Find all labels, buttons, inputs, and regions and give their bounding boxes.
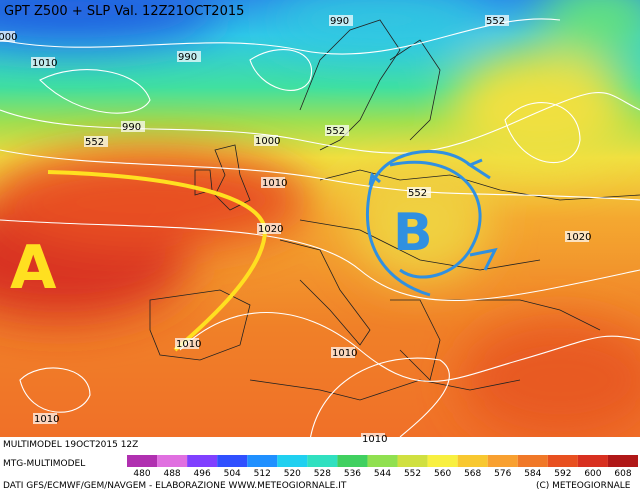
- isobar-label-bg: [31, 57, 55, 68]
- isobar-label-bg: [254, 135, 278, 146]
- colorbar-cell: [277, 455, 308, 467]
- isobar-label: 1020: [258, 224, 283, 235]
- colorbar-label: 536: [344, 469, 361, 479]
- colorbar-cell: [247, 455, 278, 467]
- isobar-label: 1000: [0, 32, 17, 43]
- isobar-label-bg: [485, 15, 509, 26]
- colorbar-cell: [367, 455, 398, 467]
- isobar-label-bg: [407, 187, 431, 198]
- colorbar-label: 608: [614, 469, 631, 479]
- run-label: MULTIMODEL 19OCT2015 12Z: [3, 440, 138, 450]
- isobar-label-bg: [361, 433, 385, 444]
- colorbar-label: 504: [224, 469, 241, 479]
- isobar-label: 1010: [34, 414, 59, 425]
- colorbar-label: 520: [284, 469, 301, 479]
- isobar-label: 552: [85, 137, 104, 148]
- colorbar-cell: [187, 455, 218, 467]
- credits: DATI GFS/ECMWF/GEM/NAVGEM - ELABORAZIONE…: [3, 481, 347, 491]
- coastlines: [149, 19, 640, 401]
- isobar-label-bg: [33, 413, 57, 424]
- isobar-label-bg: [0, 31, 15, 42]
- map-field: [0, 0, 640, 437]
- isobar-label: 552: [486, 16, 505, 27]
- isobar-label: 1010: [332, 348, 357, 359]
- isobar-label: 990: [178, 52, 197, 63]
- isobar-label: 1010: [262, 178, 287, 189]
- isobar-label-bg: [261, 177, 285, 188]
- isobar-label-bg: [565, 231, 589, 242]
- isobar-label-bg: [175, 338, 199, 349]
- colorbar: 480 488 496 504 512 520 528 536 544 552 560 568 576 5…: [127, 455, 638, 479]
- isobar-label-bg: [257, 223, 281, 234]
- isobar-label-bg: [177, 51, 201, 62]
- low-circulation: [366, 149, 498, 297]
- colorbar-cell: [157, 455, 188, 467]
- colorbar-cell: [427, 455, 458, 467]
- colorbar-cell: [547, 455, 578, 467]
- colorbar-label: 480: [133, 469, 150, 479]
- colorbar-label: 544: [374, 469, 391, 479]
- colorbar-label: 568: [464, 469, 481, 479]
- colorbar-label: 488: [163, 469, 180, 479]
- colorbar-cell: [397, 455, 428, 467]
- isobar-label-bg: [121, 121, 145, 132]
- colorbar-label: 528: [314, 469, 331, 479]
- colorbar-label: 496: [194, 469, 211, 479]
- isobar-label-bg: [329, 15, 353, 26]
- colorbar-label: 584: [524, 469, 541, 479]
- isobar-label: 1000: [255, 136, 280, 147]
- colorbar-cell: [457, 455, 488, 467]
- isobar-label: 990: [122, 122, 141, 133]
- colorbar-label: 592: [554, 469, 571, 479]
- colorbar-cell: [517, 455, 548, 467]
- low-pressure-label: B: [393, 203, 433, 263]
- colorbar-label: 560: [434, 469, 451, 479]
- model-label: MTG-MULTIMODEL: [3, 459, 85, 469]
- colorbar-cell: [487, 455, 518, 467]
- isobar-label: 1010: [32, 58, 57, 69]
- isobar-label: 552: [408, 188, 427, 199]
- colorbar-cell: [337, 455, 368, 467]
- isobar-label-bg: [331, 347, 355, 358]
- isobar-label: 1010: [362, 434, 387, 445]
- colorbar-cell: [307, 455, 338, 467]
- isobar-label: 552: [326, 126, 345, 137]
- isobar-label: 1020: [566, 232, 591, 243]
- isobar-label-bg: [84, 136, 108, 147]
- high-pressure-label: A: [10, 233, 57, 303]
- isobar-label: 1010: [176, 339, 201, 350]
- colorbar-cell: [217, 455, 248, 467]
- copyright: (C) METEOGIORNALE: [536, 481, 631, 491]
- isobar-label: 990: [330, 16, 349, 27]
- colorbar-label: 552: [404, 469, 421, 479]
- colorbar-cell: [127, 455, 158, 467]
- colorbar-label: 576: [494, 469, 511, 479]
- colorbar-cell: [607, 455, 638, 467]
- colorbar-label: 600: [584, 469, 601, 479]
- colorbar-cell: [577, 455, 608, 467]
- colorbar-label: 512: [254, 469, 271, 479]
- map-title: GPT Z500 + SLP Val. 12Z21OCT2015: [4, 4, 244, 19]
- isobar-label-bg: [325, 125, 349, 136]
